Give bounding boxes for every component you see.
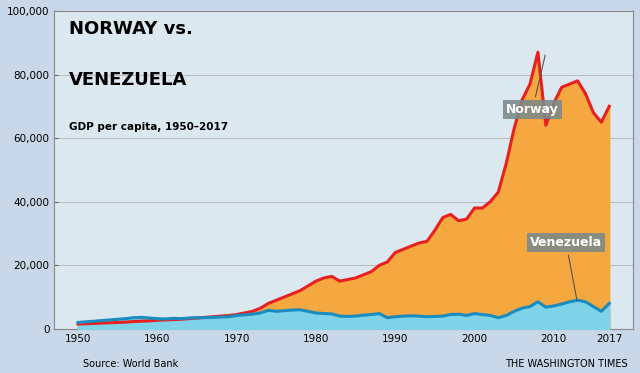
Text: Source: World Bank: Source: World Bank <box>83 359 179 369</box>
Text: Venezuela: Venezuela <box>530 236 602 301</box>
Text: VENEZUELA: VENEZUELA <box>68 71 187 90</box>
Text: NORWAY vs.: NORWAY vs. <box>68 21 193 38</box>
Text: Norway: Norway <box>506 55 559 116</box>
Text: GDP per capita, 1950–2017: GDP per capita, 1950–2017 <box>68 122 228 132</box>
Text: THE WASHINGTON TIMES: THE WASHINGTON TIMES <box>504 359 627 369</box>
